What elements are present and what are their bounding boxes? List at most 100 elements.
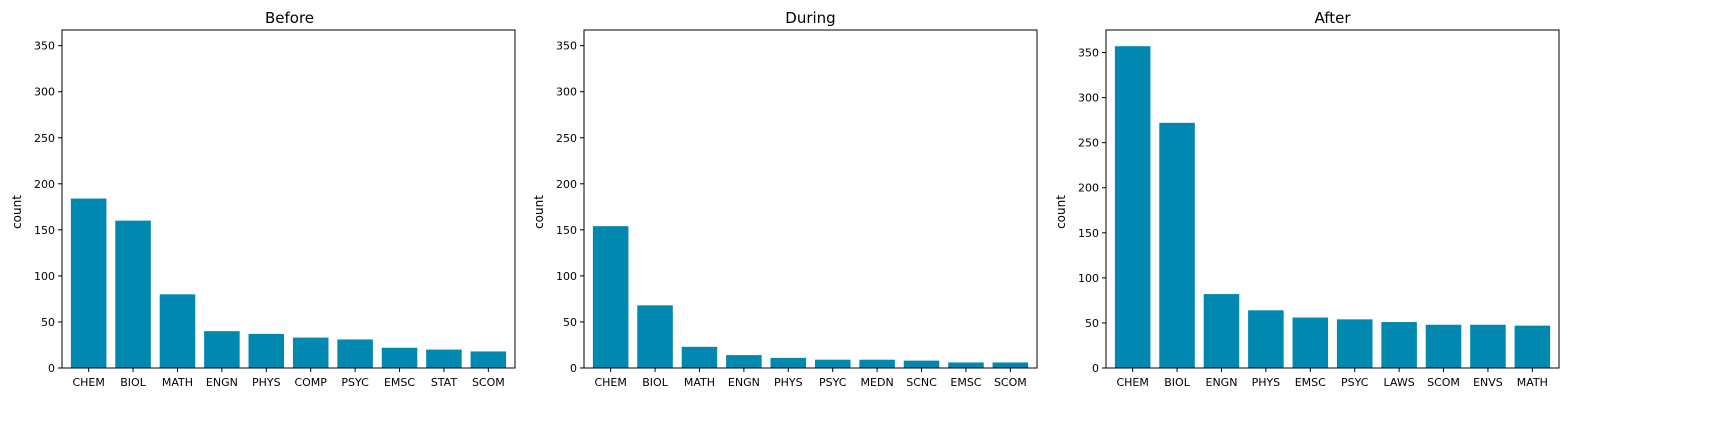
y-tick-label: 150 [1078,227,1099,240]
bar-phys [248,333,285,368]
bar-math [1514,325,1551,368]
x-tick-label: CHEM [594,376,626,389]
x-tick-label: SCOM [1427,376,1460,389]
x-ticks: CHEM BIOL ENGN PHYS EMSC PSYC LAWS SCOM ENVS MATH [1116,368,1548,389]
x-tick-label: BIOL [120,376,146,389]
y-tick-label: 200 [34,178,55,191]
bar-biol [637,305,673,368]
x-tick-label: ENGN [728,376,760,389]
y-ticks: 0 50 100 150 200 250 300 350 [34,40,62,375]
x-tick-label: CHEM [72,376,104,389]
bar-comp [292,337,329,368]
plot-area [583,29,1038,369]
x-tick-label: ENGN [206,376,238,389]
bar-stat [426,349,462,368]
bar-psyc [1336,319,1373,368]
x-tick-label: EMSC [950,376,981,389]
bar-chem [1114,46,1151,368]
bar-biol [1159,122,1195,368]
y-tick-label: 250 [556,132,577,145]
y-tick-label: 0 [48,362,55,375]
y-tick-label: 150 [556,224,577,237]
x-tick-label: MATH [684,376,715,389]
x-tick-label: SCOM [994,376,1027,389]
bar-scnc [903,360,940,368]
y-tick-label: 300 [556,86,577,99]
bar-envs [1470,324,1506,368]
y-tick-label: 250 [34,132,55,145]
x-tick-label: PHYS [252,376,281,389]
y-tick-label: 350 [34,40,55,53]
bar-biol [115,220,151,368]
bar-engn [204,331,240,368]
chart-panel-after: After count 0 50 100 150 200 250 300 350 CHEM BI… [1054,9,1560,389]
bar-scom [470,351,507,368]
y-tick-label: 0 [570,362,577,375]
bar-laws [1381,322,1417,368]
y-tick-label: 100 [556,270,577,283]
y-tick-label: 150 [34,224,55,237]
y-tick-label: 250 [1078,137,1099,150]
y-tick-label: 300 [34,86,55,99]
bar-phys [770,357,807,368]
y-tick-label: 200 [556,178,577,191]
bars [592,226,1029,368]
x-tick-label: MATH [162,376,193,389]
y-ticks: 0 50 100 150 200 250 300 350 [1078,47,1106,375]
x-tick-label: ENGN [1206,376,1238,389]
x-tick-label: ENVS [1473,376,1503,389]
x-tick-label: EMSC [1295,376,1326,389]
y-tick-label: 50 [1085,317,1099,330]
bar-psyc [814,359,851,368]
bars [70,198,507,368]
x-tick-label: PHYS [1252,376,1281,389]
y-tick-label: 100 [34,270,55,283]
bar-scom [1425,324,1462,368]
x-tick-label: COMP [294,376,327,389]
bar-math [681,346,718,368]
plot-area [61,29,516,369]
y-tick-label: 50 [41,316,55,329]
bars [1114,46,1551,368]
x-tick-label: SCNC [906,376,937,389]
bar-scom [992,362,1029,368]
bar-chem [70,198,107,368]
bar-emsc [948,362,984,368]
x-tick-label: EMSC [384,376,415,389]
bar-medn [859,359,895,368]
x-tick-label: MATH [1517,376,1548,389]
y-tick-label: 50 [563,316,577,329]
bar-chem [592,226,629,368]
chart-panel-during: During count 0 50 100 150 200 250 300 350 CHEM B… [532,9,1038,389]
x-tick-label: BIOL [642,376,668,389]
x-tick-label: BIOL [1164,376,1190,389]
y-ticks: 0 50 100 150 200 250 300 350 [556,40,584,375]
y-tick-label: 350 [1078,47,1099,60]
x-tick-label: PSYC [819,376,847,389]
x-ticks: CHEM BIOL MATH ENGN PHYS COMP PSYC EMSC STAT SCOM [72,368,505,389]
x-tick-label: SCOM [472,376,505,389]
y-tick-label: 100 [1078,272,1099,285]
x-tick-label: STAT [431,376,458,389]
bar-emsc [381,347,418,368]
x-tick-label: PSYC [1341,376,1369,389]
y-tick-label: 200 [1078,182,1099,195]
y-tick-label: 300 [1078,92,1099,105]
x-tick-label: PHYS [774,376,803,389]
chart-title: Before [265,9,314,27]
y-axis-label: count [1054,195,1068,229]
bar-phys [1248,310,1284,368]
chart-title: During [785,9,835,27]
x-tick-label: MEDN [861,376,894,389]
chart-title: After [1314,9,1351,27]
x-ticks: CHEM BIOL MATH ENGN PHYS PSYC MEDN SCNC EMSC SCOM [594,368,1027,389]
x-tick-label: PSYC [341,376,369,389]
chart-panel-before: Before count 0 50 100 150 200 250 300 350 CHEM B… [10,9,516,389]
y-axis-label: count [532,195,546,229]
y-axis-label: count [10,195,24,229]
y-tick-label: 0 [1092,362,1099,375]
bar-math [159,294,196,368]
bar-psyc [337,339,373,368]
x-tick-label: CHEM [1116,376,1148,389]
